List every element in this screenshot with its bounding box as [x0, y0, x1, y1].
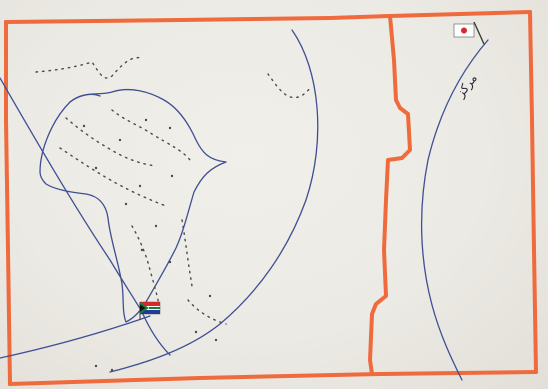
- dotted-top-right: [267, 73, 311, 99]
- dotted-inner-2: [111, 109, 191, 161]
- dotted-lines: [35, 56, 311, 325]
- japan-flag-icon: [453, 21, 485, 45]
- frame-left-edge: [4, 20, 12, 386]
- frame-top-edge: [4, 10, 532, 24]
- frame-right-edge: [528, 10, 538, 374]
- continent-inner-stroke: [69, 93, 101, 103]
- dotted-top-left: [35, 56, 143, 79]
- frame-divider: [368, 14, 412, 376]
- dotted-inner-4: [131, 225, 161, 311]
- left-curve-line: [109, 29, 319, 373]
- dotted-lower: [187, 299, 227, 325]
- script-annotation: مرکز: [453, 71, 480, 100]
- orange-frame: [4, 10, 538, 386]
- lower-left-line: [0, 315, 151, 359]
- dotted-inner-1: [65, 117, 157, 167]
- diagonal-route-line: [0, 77, 171, 356]
- pen-lines: [0, 29, 489, 381]
- south-africa-flag-icon: [139, 301, 161, 320]
- dotted-inner-5: [181, 219, 193, 287]
- dotted-inner-3: [59, 147, 167, 207]
- continent-outline: [39, 88, 227, 323]
- frame-bottom-edge: [8, 370, 538, 386]
- right-curve-line: [420, 39, 489, 381]
- scatter-dots: [82, 118, 218, 372]
- script-label: مرکز: [453, 71, 480, 100]
